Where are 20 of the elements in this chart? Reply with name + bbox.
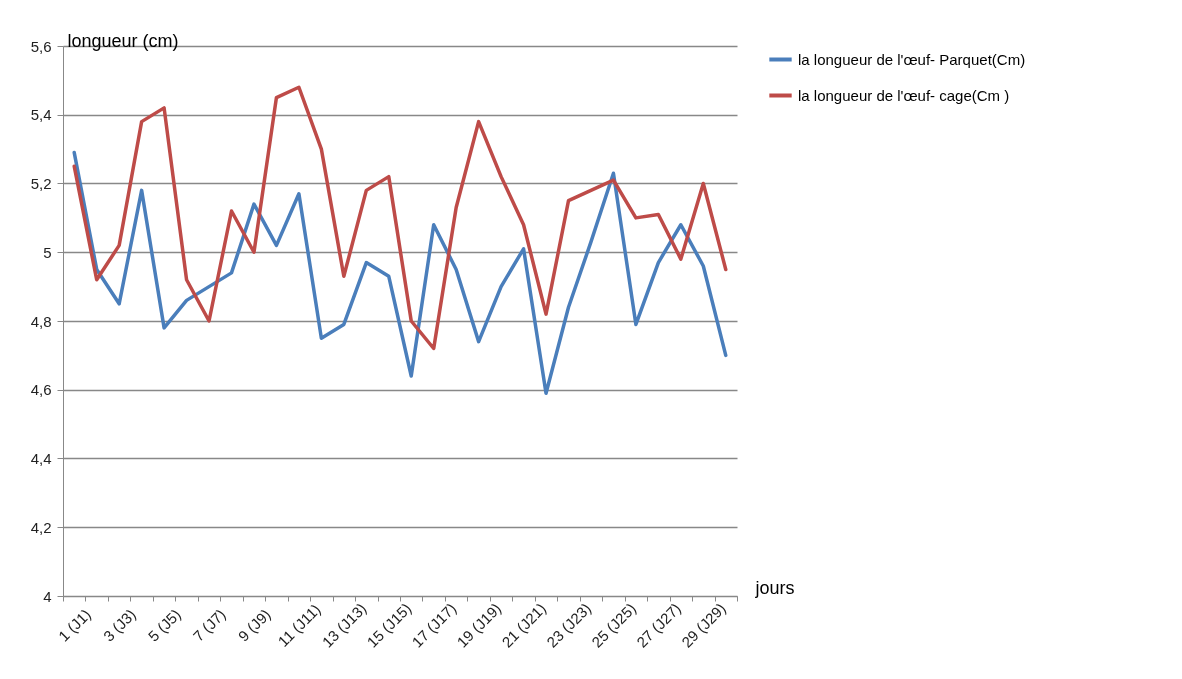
- y-tick-label: 4,4: [30, 450, 52, 467]
- line-series: [72, 85, 728, 351]
- y-tick-label: 5: [43, 243, 52, 261]
- y-tick-label: 4: [43, 587, 52, 605]
- y-tick-label: 4,8: [30, 312, 52, 330]
- y-tick-label: 5,2: [30, 175, 52, 192]
- line-series: [72, 150, 728, 395]
- x-axis-title: jours: [754, 577, 795, 598]
- y-axis-title: longueur (cm): [67, 30, 179, 51]
- legend-label: la longueur de l'œuf- Parquet(Cm): [798, 50, 1026, 68]
- y-tick-label: 5,6: [30, 37, 52, 55]
- legend-label: la longueur de l'œuf- cage(Cm ): [798, 86, 1010, 104]
- y-tick-label: 4,6: [30, 381, 52, 399]
- x-tick-label: 9 (J9): [234, 605, 274, 645]
- x-tick-label: 7 (J7): [189, 605, 229, 645]
- x-tick-label: 5 (J5): [144, 605, 184, 645]
- x-tick-label: 3 (J3): [99, 605, 139, 645]
- y-tick-label: 5,4: [30, 106, 52, 124]
- x-tick-label: 1 (J1): [54, 605, 94, 645]
- y-tick-label: 4,2: [30, 518, 52, 536]
